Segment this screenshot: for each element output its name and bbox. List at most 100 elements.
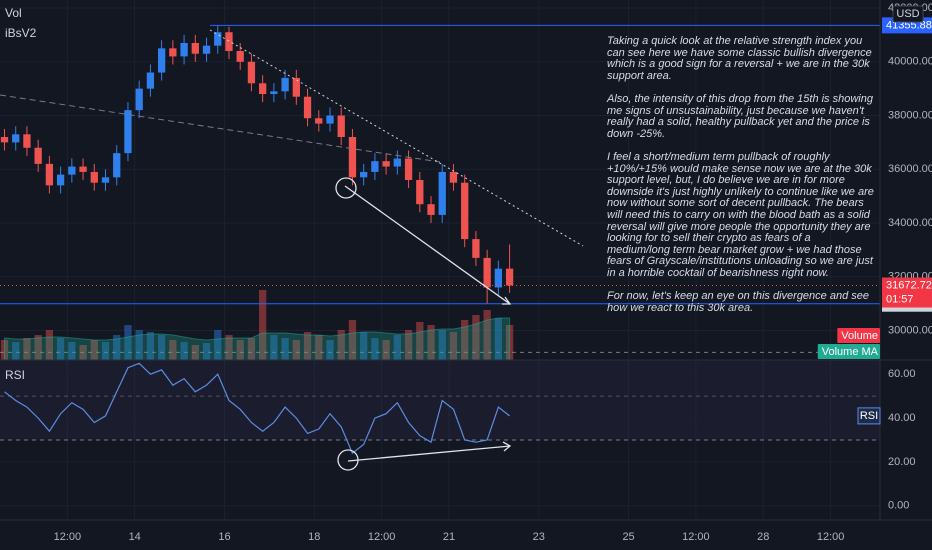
volume-bar: [56, 338, 65, 360]
currency-badge: [892, 5, 924, 23]
candle-body: [214, 32, 222, 46]
legend-badge: [837, 328, 880, 343]
legend-label: Vol: [5, 6, 22, 20]
candle-body: [259, 83, 267, 95]
arrow-head: [502, 296, 512, 305]
candle-body: [326, 115, 334, 124]
y-tick-label: 36000.00: [888, 163, 932, 175]
x-tick-label: 18: [308, 531, 320, 543]
y-tick-label: 30000.00: [888, 324, 932, 336]
candle-body: [56, 174, 65, 186]
volume-bar: [34, 335, 42, 360]
candle-body: [45, 163, 54, 186]
y-tick-label: 34000.00: [888, 217, 932, 229]
countdown: 01:57: [886, 293, 914, 305]
volume-bar: [303, 332, 312, 360]
annotation-text: Taking a quick look at the relative stre…: [607, 35, 875, 326]
candle-body: [90, 171, 98, 183]
volume-bar: [191, 345, 199, 360]
x-tick-label: 12:00: [682, 531, 710, 543]
candle-body: [427, 204, 435, 215]
candle-body: [23, 134, 31, 148]
x-tick-label: 23: [533, 531, 545, 543]
volume-bar: [461, 320, 469, 360]
last-price-badge: [882, 277, 932, 308]
drawn-line: [344, 185, 511, 305]
rsi-badge-label: RSI: [860, 410, 878, 422]
volume-bar: [427, 325, 435, 360]
volume-bar: [382, 340, 390, 360]
candle-body: [68, 166, 76, 175]
candle-body: [191, 42, 199, 54]
volume-bar: [472, 315, 480, 360]
candle-body: [270, 91, 278, 95]
y-tick-label: 38000.00: [888, 109, 932, 121]
y-tick-label: 40000.00: [888, 56, 932, 68]
rsi-badge: [857, 407, 881, 425]
candle-body: [472, 239, 480, 258]
candle-body: [449, 171, 458, 183]
volume-ma-area: [4, 317, 511, 361]
grid: [0, 0, 880, 520]
candle-body: [236, 51, 244, 62]
volume-bar: [12, 342, 20, 360]
volume-bar: [416, 322, 424, 360]
candle-body: [337, 115, 345, 138]
volume-bar: [135, 330, 143, 360]
candle-body: [113, 153, 121, 178]
x-tick-label: 12:00: [817, 531, 845, 543]
arrow-head: [502, 441, 512, 452]
y-tick-label: 0.00: [888, 500, 909, 512]
y-tick-label: 20.00: [888, 456, 916, 468]
rsi-legend: RSI: [5, 368, 25, 382]
note-paragraph: I feel a short/medium term pullback of r…: [607, 150, 874, 279]
volume-bar: [315, 335, 323, 360]
candle-body: [247, 61, 256, 84]
candle-body: [292, 77, 300, 97]
circle-marker: [335, 177, 357, 199]
candle-body: [393, 158, 401, 167]
volume-bar: [483, 310, 491, 360]
volume-bar: [371, 338, 379, 360]
trend-line: [209, 29, 584, 247]
volume-bar: [348, 320, 357, 360]
candle-body: [12, 134, 20, 143]
volume-bar: [113, 335, 121, 360]
x-tick-label: 25: [622, 531, 634, 543]
volume-bar: [494, 318, 503, 360]
volume-bar: [236, 340, 244, 360]
axes: 12:00 14 16 18 12:00 21 23 25 12:00 28 12:00 30000.…: [54, 2, 932, 543]
rsi-line: [4, 362, 510, 455]
y-tick-label: 40.00: [888, 412, 916, 424]
candle-body: [315, 118, 323, 124]
volume-bar: [225, 335, 233, 360]
volume-bar: [169, 340, 177, 360]
circle-marker: [337, 449, 359, 471]
last-price-label: 31672.72: [886, 279, 932, 291]
candle-body: [146, 72, 155, 89]
y-tick-label: 60.00: [888, 368, 916, 380]
volume-bar: [259, 290, 267, 360]
candle-body: [281, 77, 289, 92]
volume-bar: [449, 332, 458, 360]
volume-bar: [45, 330, 54, 360]
candle-body: [180, 42, 188, 57]
candle-body: [169, 48, 177, 57]
volume-bar: [214, 330, 222, 360]
volume-bar: [202, 343, 211, 360]
x-tick-label: 12:00: [54, 531, 82, 543]
volume-pane: [0, 290, 514, 361]
legend-label: Volume MA: [822, 346, 879, 358]
currency: USD: [896, 8, 919, 20]
volume-bar: [326, 340, 334, 360]
x-tick-label: 21: [443, 531, 455, 543]
x-tick-label: 12:00: [368, 531, 396, 543]
x-tick-label: 14: [129, 531, 141, 543]
volume-bar: [337, 330, 345, 360]
candle-body: [225, 32, 233, 52]
candle-body: [303, 96, 312, 119]
candle-body: [461, 182, 469, 240]
candle-body: [79, 166, 87, 172]
